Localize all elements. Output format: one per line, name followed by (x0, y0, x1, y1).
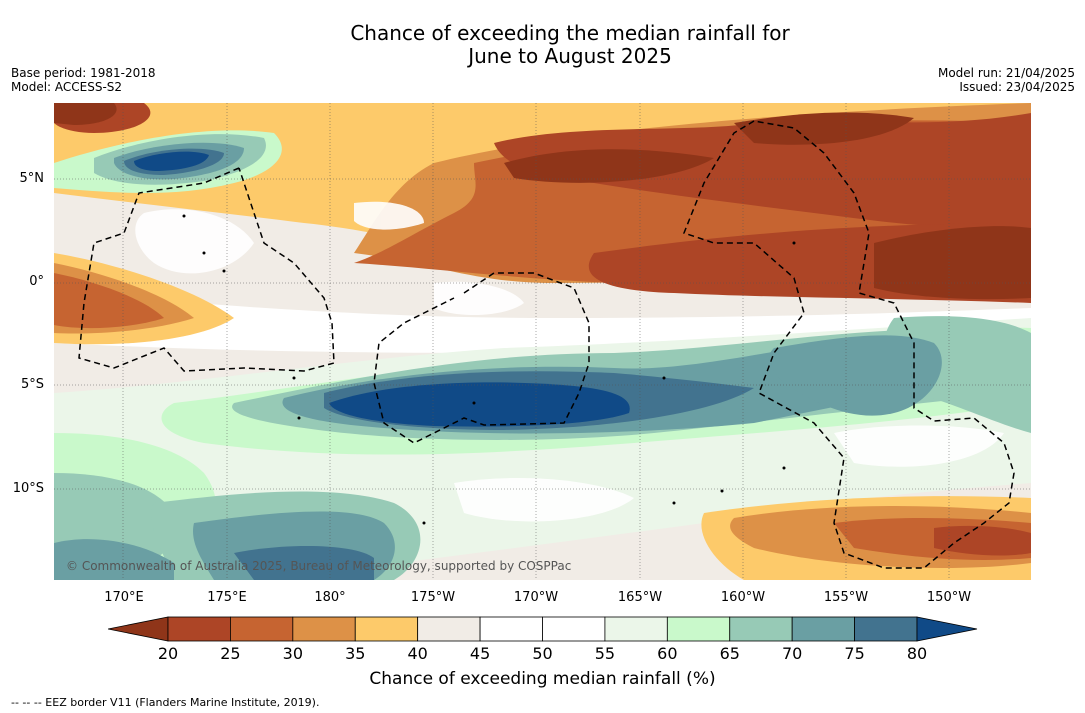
meta-right: Model run: 21/04/2025 Issued: 23/04/2025 (938, 66, 1075, 94)
colorbar-label: Chance of exceeding median rainfall (%) (369, 669, 716, 689)
rainfall-map (54, 103, 1031, 580)
colorbar-tick-label: 80 (906, 644, 928, 663)
lon-label-165w: 165°W (617, 590, 663, 605)
model-run: Model run: 21/04/2025 (937, 66, 1075, 80)
colorbar-cell (666, 616, 731, 642)
colorbar-tick-label: 25 (220, 644, 241, 663)
lon-label-170e: 170°E (104, 590, 144, 605)
lon-label-170w: 170°W (513, 590, 559, 605)
colorbar-high-arrow (916, 616, 978, 642)
lon-label-155w: 155°W (823, 590, 869, 605)
lat-label-10s: 10°S (12, 481, 44, 496)
colorbar (108, 616, 978, 642)
colorbar-tick-label: 50 (532, 644, 553, 663)
colorbar-tick-label: 75 (844, 644, 865, 663)
map-svg (54, 103, 1031, 580)
colorbar-tick-label: 55 (594, 644, 616, 663)
title-line-2: June to August 2025 (468, 44, 672, 68)
lon-label-150w: 150°W (926, 590, 972, 605)
lat-label-5s: 5°S (20, 377, 44, 392)
chart-title: Chance of exceeding the median rainfall … (0, 22, 1085, 68)
colorbar-tick-label: 30 (282, 644, 303, 663)
colorbar-cell (417, 616, 481, 642)
colorbar-tick-label: 70 (781, 644, 803, 663)
colorbar-tick-label: 45 (469, 644, 491, 663)
colorbar-cell (854, 616, 918, 642)
lon-label-175w: 175°W (410, 590, 456, 605)
colorbar-tick-label: 60 (657, 644, 678, 663)
colorbar-cell (791, 616, 855, 642)
colorbar-tick-label: 40 (407, 644, 428, 663)
eez-borders (78, 120, 1015, 569)
model-name: Model: ACCESS-S2 (11, 80, 123, 94)
issued-date: Issued: 23/04/2025 (959, 80, 1075, 94)
title-line-1: Chance of exceeding the median rainfall … (350, 21, 790, 45)
colorbar-tick-label: 20 (157, 644, 179, 663)
colorbar-cell (167, 616, 231, 642)
copyright-text: © Commonwealth of Australia 2025, Bureau… (66, 559, 572, 573)
colorbar-cell (542, 616, 606, 642)
base-period: Base period: 1981-2018 (11, 66, 156, 80)
colorbar-cell (604, 616, 668, 642)
colorbar-cell (354, 616, 419, 642)
colorbar-cell (292, 616, 356, 642)
colorbar-cell (729, 616, 793, 642)
colorbar-low-arrow (108, 616, 169, 642)
lon-label-160w: 160°W (720, 590, 766, 605)
colorbar-cell (230, 616, 294, 642)
lat-label-5n: 5°N (19, 171, 45, 186)
meta-left: Base period: 1981-2018 Model: ACCESS-S2 (11, 66, 156, 94)
lon-label-180: 180° (314, 590, 346, 605)
gridlines (54, 103, 1031, 580)
lat-label-0: 0° (29, 274, 44, 289)
colorbar-tick-label: 65 (719, 644, 740, 663)
islands (182, 214, 796, 525)
eez-legend: -- -- -- EEZ border V11 (Flanders Marine… (11, 696, 320, 709)
colorbar-tick-label: 35 (345, 644, 366, 663)
colorbar-cell (479, 616, 543, 642)
lon-label-175e: 175°E (207, 590, 247, 605)
colorbar-cells (167, 616, 918, 642)
